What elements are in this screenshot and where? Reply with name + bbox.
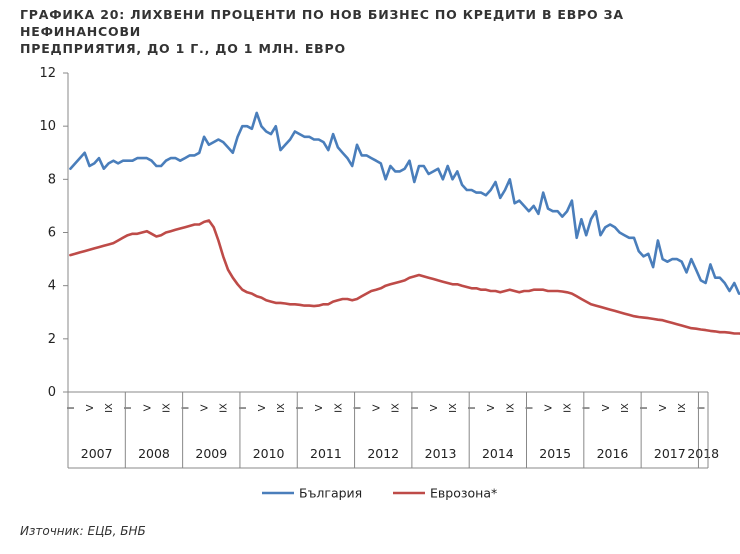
series-line-eurozone	[69, 219, 740, 335]
x-month-label: IX	[333, 403, 344, 413]
x-month-label: I	[123, 407, 134, 410]
chart-title-line-1: ГРАФИКА 20: ЛИХВЕНИ ПРОЦЕНТИ ПО НОВ БИЗН…	[20, 7, 624, 39]
y-tick-label: 2	[48, 332, 56, 347]
x-month-label: IX	[448, 403, 459, 413]
x-month-label: V	[142, 404, 153, 411]
y-tick-label: 8	[48, 172, 56, 187]
x-month-label: V	[257, 404, 268, 411]
x-month-label: V	[85, 404, 96, 411]
x-month-label: V	[429, 404, 440, 411]
year-label: 2017	[654, 446, 686, 461]
x-month-label: I	[639, 407, 650, 410]
x-month-label: V	[486, 404, 497, 411]
y-tick-label: 4	[48, 279, 56, 294]
year-label: 2009	[195, 446, 227, 461]
x-month-label: IX	[677, 403, 688, 413]
x-month-label: IX	[104, 403, 115, 413]
x-month-label: I	[352, 407, 363, 410]
year-label: 2015	[539, 446, 571, 461]
x-month-label: V	[314, 404, 325, 411]
x-month-label: IX	[505, 403, 516, 413]
x-month-label: I	[696, 407, 707, 410]
x-month-label: V	[372, 404, 383, 411]
legend-label-bulgaria: България	[299, 486, 362, 501]
year-label: 2008	[138, 446, 170, 461]
x-month-label: IX	[161, 403, 172, 413]
x-month-label: V	[601, 404, 612, 411]
x-month-label: I	[238, 407, 249, 410]
x-month-label: IX	[219, 403, 230, 413]
x-month-label: I	[295, 407, 306, 410]
x-month-label: IX	[620, 403, 631, 413]
y-tick-label: 0	[48, 385, 56, 400]
year-label: 2016	[597, 446, 629, 461]
year-label: 2007	[81, 446, 113, 461]
y-tick-label: 10	[39, 119, 56, 134]
y-tick-label: 6	[48, 226, 56, 241]
y-tick-label: 12	[39, 66, 56, 81]
legend-label-eurozone: Еврозона*	[430, 486, 497, 501]
source-note: Източник: ЕЦБ, БНБ	[20, 524, 146, 538]
year-label: 2018	[687, 446, 719, 461]
chart-title: ГРАФИКА 20: ЛИХВЕНИ ПРОЦЕНТИ ПО НОВ БИЗН…	[20, 6, 720, 57]
series-line-bulgaria	[69, 111, 740, 295]
year-label: 2013	[425, 446, 457, 461]
year-label: 2014	[482, 446, 514, 461]
x-month-label: I	[410, 407, 421, 410]
x-month-label: I	[467, 407, 478, 410]
x-month-label: IX	[391, 403, 402, 413]
year-label: 2010	[253, 446, 285, 461]
x-month-label: I	[66, 407, 77, 410]
x-month-label: I	[181, 407, 192, 410]
x-month-label: V	[544, 404, 555, 411]
x-month-label: I	[582, 407, 593, 410]
x-month-label: IX	[276, 403, 287, 413]
year-label: 2012	[367, 446, 399, 461]
x-month-label: V	[658, 404, 669, 411]
x-month-label: V	[200, 404, 211, 411]
chart-title-line-2: ПРЕДПРИЯТИЯ, ДО 1 Г., ДО 1 МЛН. ЕВРО	[20, 41, 346, 56]
year-label: 2011	[310, 446, 342, 461]
x-month-label: I	[524, 407, 535, 410]
x-month-label: IX	[563, 403, 574, 413]
